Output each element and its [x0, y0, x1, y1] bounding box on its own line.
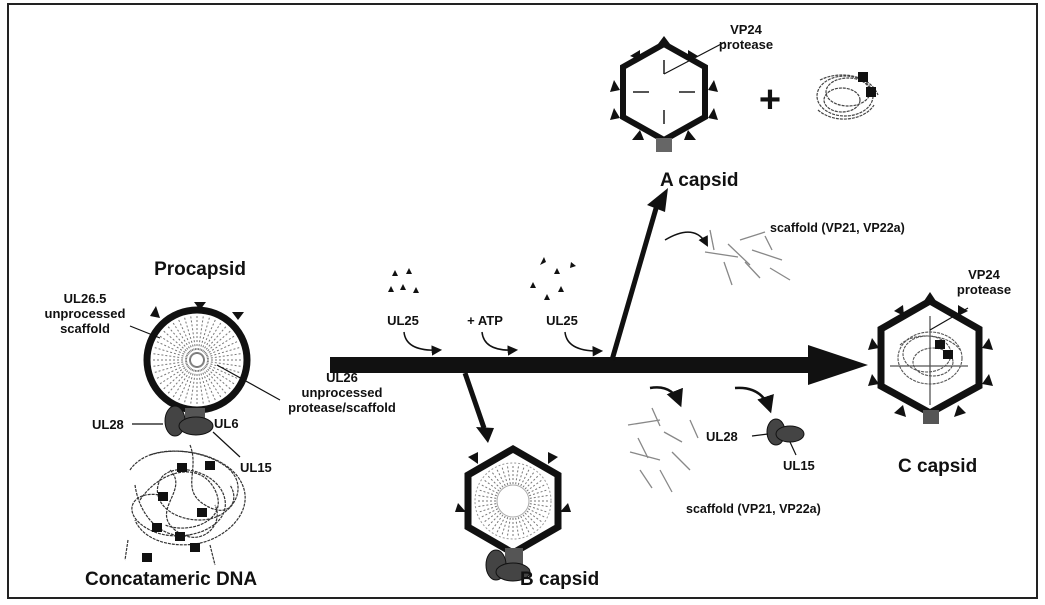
ul15-portal-complex-right [775, 425, 805, 443]
scaffold-spoke [477, 505, 497, 513]
arrow-to-b-capsid [462, 372, 494, 443]
scaffold-spoke [526, 478, 544, 492]
curved-arrow-scaffold-bottom [649, 386, 683, 408]
scaffold-spoke [486, 474, 502, 490]
scaffold-spoke [476, 494, 497, 499]
label-concatameric-dna: Concatameric DNA [85, 569, 257, 590]
scaffold-spoke [517, 517, 525, 537]
curved-arrow-terminase [734, 386, 774, 414]
scaffold-spoke [527, 508, 547, 519]
main-pathway-arrow [330, 345, 868, 385]
scaffold-spoke [495, 467, 506, 487]
ul15-portal-complex-bottom [495, 562, 531, 582]
scaffold-sticks-top [704, 229, 791, 286]
scaffold-spoke [476, 503, 497, 508]
label-ul28-left: UL28 [92, 417, 124, 432]
scaffold-spoke [515, 464, 520, 485]
scaffold-spoke [522, 470, 536, 488]
scaffold-spoke [522, 514, 536, 532]
scaffold-spoke [529, 494, 550, 499]
leader-vp24-top [663, 41, 726, 75]
scaffold-spoke [477, 489, 497, 497]
free-dna-end-box-2 [866, 87, 876, 97]
ul25-triangles-1 [388, 268, 419, 293]
label-ul28-right: UL28 [706, 429, 738, 444]
scaffold-spoke [527, 483, 547, 494]
scaffold-spoke [482, 478, 500, 492]
label-ul25-first: UL25 [387, 313, 419, 328]
dna-end-boxes [142, 461, 215, 562]
curved-arrow-atp [481, 331, 519, 356]
label-procapsid: Procapsid [154, 259, 246, 280]
label-ul26-line2: unprocessed [302, 385, 383, 400]
scaffold-spoke [482, 510, 500, 524]
procapsid-particle [143, 302, 251, 424]
arrow-to-a-capsid [609, 188, 668, 361]
label-ul15-right: UL15 [783, 458, 815, 473]
label-vp24-top-line2: protease [719, 37, 773, 52]
curved-arrow-ul25-2 [564, 331, 604, 357]
free-dna-end-box-1 [858, 72, 868, 82]
label-c-capsid: C capsid [898, 456, 977, 477]
scaffold-spoke [515, 517, 520, 538]
scaffold-spoke [490, 470, 504, 488]
leader-vp24-right [929, 307, 969, 331]
scaffold-spoke [506, 464, 511, 485]
scaffold-spoke [524, 512, 540, 528]
curved-arrow-ul25-1 [403, 331, 443, 356]
label-plus: + [759, 79, 781, 121]
scaffold-spoke [486, 512, 502, 528]
a-capsid-particle [610, 36, 718, 152]
label-ul25-second: UL25 [546, 313, 578, 328]
leader-ul28-right [751, 433, 769, 437]
c-capsid-particle [868, 292, 993, 424]
label-ul26-line1: UL26 [326, 370, 358, 385]
label-ul26-5-line3: scaffold [60, 321, 110, 336]
label-atp: + ATP [467, 313, 503, 328]
leader-ul15-left [212, 431, 241, 458]
label-ul6: UL6 [214, 416, 239, 431]
scaffold-spoke [520, 467, 531, 487]
scaffold-spoke [529, 489, 549, 497]
label-scaffold-top: scaffold (VP21, VP22a) [770, 221, 905, 235]
scaffold-spoke [506, 517, 511, 538]
scaffold-spoke [517, 465, 525, 485]
b-capsid-particle [455, 444, 571, 564]
ul15-portal-complex-left [178, 416, 214, 436]
scaffold-spoke [520, 515, 531, 535]
scaffold-spoke [526, 510, 544, 524]
curved-arrow-scaffold-top [664, 231, 708, 247]
label-vp24-right-line2: protease [957, 282, 1011, 297]
scaffold-spoke [529, 505, 549, 513]
label-b-capsid: B capsid [520, 569, 599, 590]
label-vp24-right-line1: VP24 [968, 267, 1001, 282]
label-ul15-left: UL15 [240, 460, 272, 475]
scaffold-spoke [501, 465, 509, 485]
scaffold-spoke [479, 508, 499, 519]
label-scaffold-bottom: scaffold (VP21, VP22a) [686, 502, 821, 516]
scaffold-spoke [501, 517, 509, 537]
label-ul26-5-line1: UL26.5 [64, 291, 107, 306]
scaffold-spoke [529, 503, 550, 508]
b-capsid-scaffold-spokes [476, 464, 550, 538]
free-dna-coil [816, 74, 879, 120]
scaffold-sticks-bottom [627, 407, 699, 493]
leader-ul26-5 [129, 325, 161, 339]
figure-border [7, 3, 1038, 599]
leader-ul15-right [789, 441, 797, 456]
label-ul26-line3: protease/scaffold [288, 400, 396, 415]
scaffold-spoke [479, 483, 499, 494]
label-ul26-5-line2: unprocessed [45, 306, 126, 321]
ul25-triangles-2 [530, 257, 576, 300]
label-a-capsid: A capsid [660, 170, 739, 191]
scaffold-spoke [524, 474, 540, 490]
scaffold-spoke [495, 515, 506, 535]
leader-ul26 [216, 364, 281, 401]
scaffold-spoke [490, 514, 504, 532]
label-vp24-top-line1: VP24 [730, 22, 763, 37]
